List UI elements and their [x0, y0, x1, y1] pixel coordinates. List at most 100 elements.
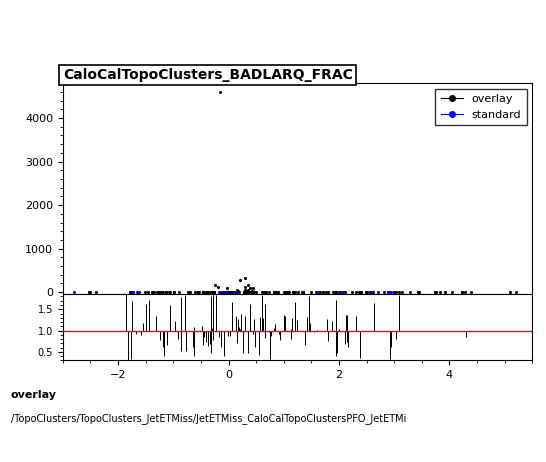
Point — [347, 288, 356, 296]
Point — [311, 288, 320, 296]
Point — [369, 288, 377, 296]
Point — [398, 288, 407, 296]
Point — [144, 288, 152, 296]
Point — [235, 288, 244, 296]
Point — [506, 288, 515, 296]
Point — [169, 288, 178, 296]
Point — [194, 288, 203, 296]
Point — [323, 288, 332, 296]
Point — [265, 288, 274, 296]
Point — [260, 288, 269, 296]
Point — [201, 288, 210, 296]
Point — [261, 288, 270, 296]
Point — [174, 288, 183, 296]
Point — [340, 288, 349, 296]
Point — [207, 288, 216, 296]
Point — [210, 288, 219, 296]
Point — [247, 288, 256, 296]
Point — [384, 288, 393, 296]
Point — [244, 288, 253, 296]
Point — [207, 288, 216, 296]
Point — [461, 288, 470, 296]
Point — [366, 288, 375, 296]
Point — [199, 288, 208, 296]
Point — [241, 283, 250, 291]
Point — [195, 288, 204, 296]
Point — [271, 288, 280, 296]
Point — [364, 288, 373, 296]
Point — [232, 288, 240, 296]
Point — [241, 288, 250, 296]
Point — [215, 288, 223, 296]
Point — [331, 288, 340, 296]
Point — [258, 288, 266, 296]
Point — [210, 288, 218, 296]
Point — [246, 284, 254, 292]
Point — [352, 288, 360, 296]
Point — [240, 288, 248, 296]
Point — [203, 288, 211, 296]
Point — [194, 288, 203, 296]
Point — [457, 288, 466, 296]
Point — [244, 281, 253, 289]
Point — [391, 288, 400, 296]
Point — [184, 288, 193, 296]
Point — [229, 288, 238, 296]
Point — [436, 288, 444, 296]
Point — [284, 288, 293, 296]
Point — [228, 288, 237, 296]
Point — [85, 288, 94, 296]
Point — [413, 288, 422, 296]
Point — [282, 288, 291, 296]
Point — [281, 288, 289, 296]
Point — [271, 288, 280, 296]
Point — [216, 288, 225, 296]
Point — [241, 286, 250, 293]
Point — [338, 288, 347, 296]
Point — [169, 288, 178, 296]
Point — [155, 288, 164, 296]
Point — [274, 288, 282, 296]
Point — [218, 288, 227, 296]
Point — [361, 288, 370, 296]
Point — [199, 288, 207, 296]
Point — [448, 288, 456, 296]
Point — [361, 288, 370, 296]
Point — [357, 288, 366, 296]
Point — [211, 281, 220, 289]
Point — [240, 288, 248, 296]
Point — [329, 288, 337, 296]
Point — [282, 288, 291, 296]
Point — [512, 288, 520, 296]
Point — [126, 288, 134, 296]
Point — [247, 288, 256, 296]
Point — [185, 288, 194, 296]
Point — [373, 288, 382, 296]
Point — [313, 288, 322, 296]
Point — [313, 288, 322, 296]
Point — [202, 288, 211, 296]
Point — [158, 288, 167, 296]
Point — [380, 288, 389, 296]
Point — [166, 288, 175, 296]
Point — [219, 288, 228, 296]
Point — [248, 284, 257, 292]
Point — [299, 288, 307, 296]
Point — [248, 288, 257, 296]
Point — [332, 288, 341, 296]
Point — [233, 287, 242, 294]
Point — [270, 288, 279, 296]
Point — [414, 288, 423, 296]
Point — [391, 288, 400, 296]
Point — [318, 288, 327, 296]
Point — [199, 288, 207, 296]
Point — [216, 88, 224, 96]
Point — [250, 288, 258, 296]
Point — [270, 288, 278, 296]
Point — [294, 288, 302, 296]
Point — [208, 288, 217, 296]
Point — [233, 286, 242, 294]
Point — [290, 288, 299, 296]
Point — [227, 288, 235, 296]
Point — [334, 288, 342, 296]
